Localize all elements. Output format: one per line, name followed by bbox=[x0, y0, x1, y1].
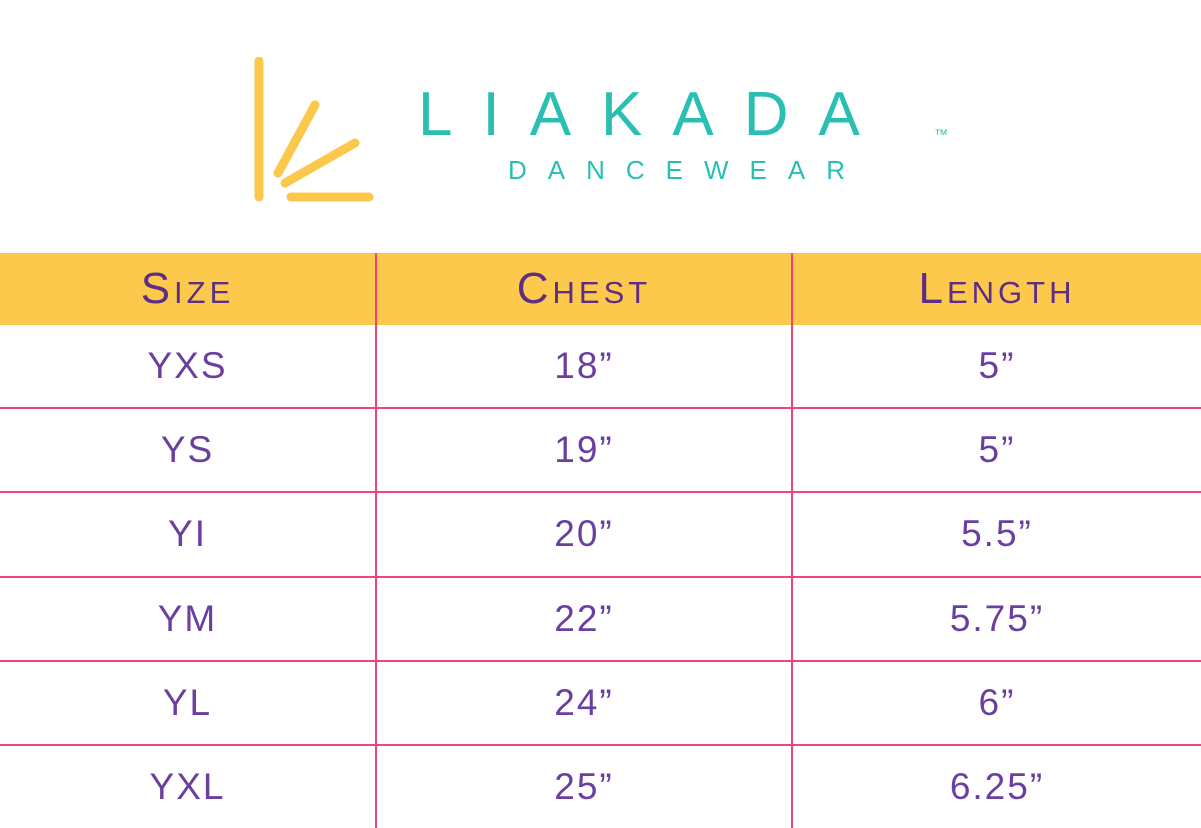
length-cell: 5” bbox=[791, 409, 1201, 492]
size-cell: YXS bbox=[147, 345, 228, 387]
size-cell: YXL bbox=[149, 765, 226, 807]
chest-cell: 22” bbox=[375, 577, 791, 660]
column-header-chest: Chest bbox=[375, 253, 791, 325]
liakada-burst-icon bbox=[254, 57, 374, 202]
brand-tagline: DANCEWEAR bbox=[508, 155, 867, 185]
size-cell: YI bbox=[168, 513, 207, 555]
chest-cell: 20” bbox=[375, 493, 791, 576]
table-body: YXS 18” 5” YS 19” 5” YI 20” 5.5” YM 22” … bbox=[0, 325, 1201, 828]
column-header-size: Size bbox=[140, 264, 235, 313]
brand-wordmark: LIAKADA bbox=[418, 80, 890, 149]
length-cell: 5.75” bbox=[791, 577, 1201, 660]
size-cell: YM bbox=[157, 597, 218, 639]
length-cell: 6.25” bbox=[791, 745, 1201, 828]
length-cell: 5” bbox=[791, 325, 1201, 408]
table-row: YI 20” 5.5” bbox=[0, 491, 1201, 576]
trademark-symbol: ™ bbox=[934, 126, 948, 142]
length-cell: 5.5” bbox=[791, 493, 1201, 576]
column-header-length: Length bbox=[791, 253, 1201, 325]
size-cell: YS bbox=[160, 429, 215, 471]
chest-cell: 25” bbox=[375, 745, 791, 828]
table-row: YM 22” 5.75” bbox=[0, 575, 1201, 660]
table-row: YS 19” 5” bbox=[0, 407, 1201, 492]
table-row: YL 24” 6” bbox=[0, 659, 1201, 744]
size-cell: YL bbox=[162, 681, 213, 723]
chest-cell: 18” bbox=[375, 325, 791, 408]
chest-cell: 24” bbox=[375, 661, 791, 744]
chest-cell: 19” bbox=[375, 409, 791, 492]
length-cell: 6” bbox=[791, 661, 1201, 744]
table-row: YXS 18” 5” bbox=[0, 325, 1201, 408]
table-row: YXL 25” 6.25” bbox=[0, 743, 1201, 828]
table-header-row: Size Chest Length bbox=[0, 253, 1201, 325]
